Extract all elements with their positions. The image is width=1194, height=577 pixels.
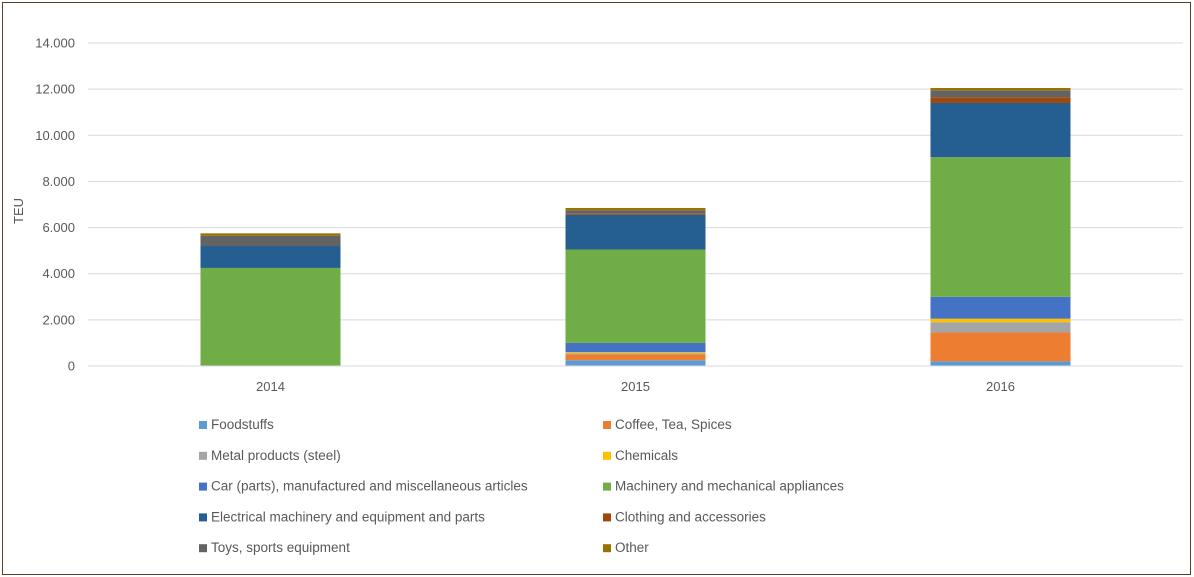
x-tick-label: 2014 <box>256 379 285 394</box>
bar-segment-2015-9 <box>565 210 706 214</box>
legend-label: Electrical machinery and equipment and p… <box>211 509 485 524</box>
bar-segment-2015-1 <box>565 360 706 366</box>
bar-segment-2016-7 <box>930 102 1071 158</box>
y-tick-label: 12.000 <box>35 82 75 97</box>
bar-segment-2015-8 <box>565 213 706 215</box>
x-axis-ticks: 2014 2015 2016 <box>256 379 1015 394</box>
legend-label: Foodstuffs <box>211 417 274 432</box>
bar-segment-2015-4 <box>565 352 706 354</box>
bar-segment-2014-9 <box>200 235 341 247</box>
legend-swatch <box>199 451 207 460</box>
bars <box>200 87 1071 366</box>
legend-swatch <box>603 482 611 491</box>
bar-segment-2016-4 <box>930 318 1071 323</box>
bar-segment-2015-5 <box>565 342 706 353</box>
legend-swatch <box>199 421 207 429</box>
y-axis-title: TEU <box>11 198 26 224</box>
legend-swatch <box>603 513 611 522</box>
bar-segment-2015-2 <box>565 354 706 361</box>
bar-segment-2015-7 <box>565 214 706 250</box>
y-tick-label: 8.000 <box>42 174 75 189</box>
y-tick-label: 6.000 <box>42 220 75 235</box>
bar-segment-2016-3 <box>930 322 1071 333</box>
bar-segment-2016-6 <box>930 157 1071 297</box>
y-axis-ticks: 0 2.000 4.000 6.000 8.000 10.000 12.000 14.000 <box>35 36 75 374</box>
bar-segment-2015-10 <box>565 207 706 211</box>
y-tick-label: 10.000 <box>35 128 75 143</box>
bar-segment-2015-6 <box>565 249 706 343</box>
legend-swatch <box>603 544 611 553</box>
y-tick-label: 2.000 <box>42 312 75 327</box>
legend-swatch <box>199 544 207 553</box>
legend-label: Chemicals <box>615 448 678 463</box>
x-tick-label: 2015 <box>621 379 650 394</box>
bar-segment-2014-7 <box>200 246 341 268</box>
bar-segment-2016-10 <box>930 87 1071 91</box>
bar-segment-2014-10 <box>200 233 341 236</box>
y-tick-label: 4.000 <box>42 266 75 281</box>
legend-swatch <box>199 513 207 522</box>
y-tick-label: 14.000 <box>35 36 75 51</box>
legend-label: Toys, sports equipment <box>211 540 350 555</box>
legend-swatch <box>199 482 207 491</box>
stacked-bar-chart: 02.0004.0006.0008.00010.00012.00014.000 … <box>11 36 1183 555</box>
bar-segment-2015-3 <box>565 353 706 355</box>
bar-segment-2016-8 <box>930 97 1071 103</box>
legend-swatch <box>603 421 611 429</box>
legend-swatch <box>603 451 611 460</box>
bar-segment-2016-2 <box>930 332 1071 362</box>
bar-segment-2016-1 <box>930 361 1071 366</box>
legend-label: Car (parts), manufactured and miscellane… <box>211 479 528 494</box>
legend-label: Clothing and accessories <box>615 509 766 524</box>
y-tick-label: 0 <box>68 359 75 374</box>
legend: Foodstuffs Coffee, Tea, Spices Metal produ… <box>199 417 844 555</box>
bar-segment-2014-6 <box>200 267 341 366</box>
bar-segment-2016-9 <box>930 90 1071 98</box>
bar-segment-2016-5 <box>930 296 1071 319</box>
legend-label: Machinery and mechanical appliances <box>615 479 844 494</box>
legend-label: Coffee, Tea, Spices <box>615 417 732 432</box>
legend-label: Other <box>615 540 649 555</box>
x-tick-label: 2016 <box>986 379 1015 394</box>
legend-label: Metal products (steel) <box>211 448 341 463</box>
